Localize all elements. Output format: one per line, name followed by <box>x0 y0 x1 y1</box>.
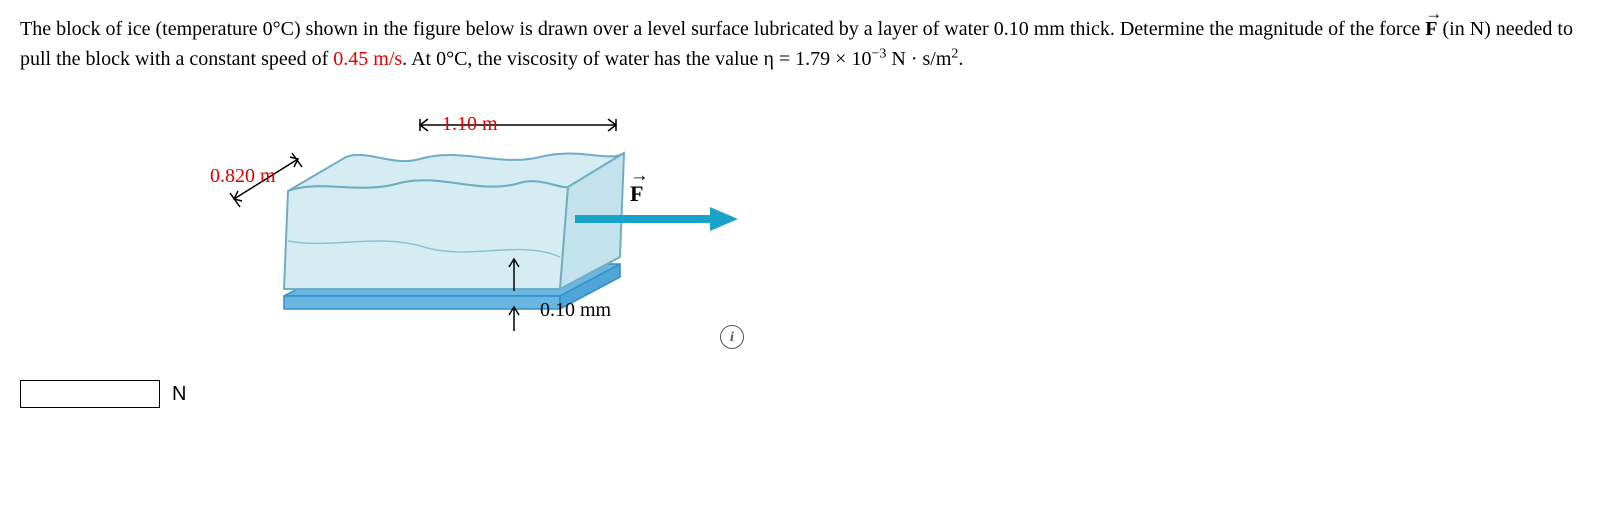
answer-row: N <box>20 379 1592 409</box>
label-depth: 0.820 m <box>210 161 276 191</box>
info-icon[interactable]: i <box>720 325 744 349</box>
info-icon-glyph: i <box>730 327 734 348</box>
text-part-1: The block of ice (temperature 0°C) shown… <box>20 18 1425 40</box>
eta-exponent: −3 <box>871 46 886 61</box>
text-end: . <box>958 48 963 70</box>
problem-text: The block of ice (temperature 0°C) shown… <box>20 14 1590 74</box>
answer-unit: N <box>172 379 186 409</box>
speed-value: 0.45 m/s <box>333 48 402 70</box>
label-force: →F <box>630 177 643 210</box>
eta-prefix: η = 1.79 × 10 <box>763 48 871 70</box>
figure: 1.10 m 0.820 m 0.10 mm →F i <box>20 99 760 359</box>
label-width: 1.10 m <box>442 109 498 139</box>
answer-input[interactable] <box>20 380 160 408</box>
figure-svg <box>20 99 760 359</box>
text-part-3: . At 0°C, the viscosity of water has the… <box>402 48 763 70</box>
eta-units-prefix: N · s/m <box>886 48 951 70</box>
ice-block <box>284 153 624 289</box>
label-gap: 0.10 mm <box>540 295 611 325</box>
force-vector-symbol: →F <box>1425 14 1437 44</box>
